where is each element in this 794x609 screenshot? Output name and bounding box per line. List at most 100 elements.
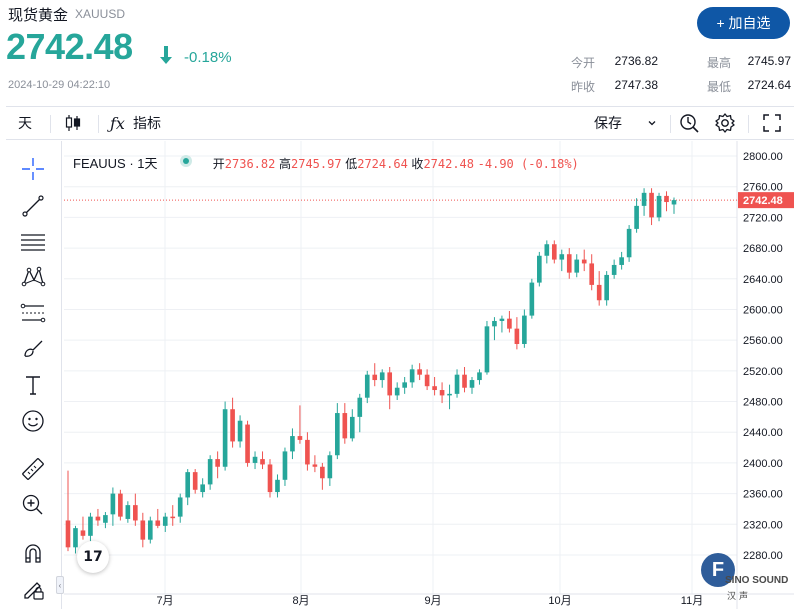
zoom-in-icon xyxy=(22,494,43,515)
candle-body xyxy=(537,255,542,283)
fullscreen-button[interactable] xyxy=(762,107,782,139)
candle-body xyxy=(544,244,550,256)
save-label: 保存 xyxy=(594,115,622,131)
indicators-button[interactable]: ƒx 指标 xyxy=(110,107,161,139)
text-tool[interactable] xyxy=(18,370,48,400)
y-tick-label: 2360.00 xyxy=(743,489,783,501)
candle-body xyxy=(664,195,669,203)
candle-body xyxy=(559,254,565,260)
y-tick-label: 2520.00 xyxy=(743,366,783,378)
settings-icon xyxy=(715,113,735,133)
candle-body xyxy=(634,205,639,229)
tradingview-logo[interactable]: 17 xyxy=(77,541,109,573)
candle-body xyxy=(566,254,572,273)
candle-body xyxy=(626,228,632,258)
prev-close-label: 昨收 xyxy=(571,80,596,94)
toolbar-divider xyxy=(50,115,51,133)
candle-body xyxy=(88,516,93,536)
legend-high-label: 高 xyxy=(278,157,291,171)
horizontal-lines-icon xyxy=(21,234,45,251)
toolbar-divider xyxy=(670,115,671,133)
save-button[interactable]: 保存 xyxy=(594,107,658,139)
candle-body xyxy=(656,195,662,218)
fx-icon: ƒx xyxy=(110,113,125,133)
crosshair-tool[interactable] xyxy=(18,154,48,184)
candle-body xyxy=(417,369,422,375)
alert-button[interactable] xyxy=(678,107,700,139)
candle-body xyxy=(469,380,475,388)
quote-timestamp: 2024-10-29 04:22:10 xyxy=(8,79,111,91)
candle-body xyxy=(522,315,527,344)
candle-body xyxy=(73,528,78,548)
candle-body xyxy=(192,472,198,490)
candle-type-icon xyxy=(65,115,81,131)
candle-type-button[interactable] xyxy=(64,107,82,139)
zoom-tool[interactable] xyxy=(18,490,48,520)
instrument-symbol: XAUUSD xyxy=(75,7,126,21)
settings-button[interactable] xyxy=(714,107,736,139)
legend-close-label: 收 xyxy=(411,157,424,171)
lock-pen-icon xyxy=(24,582,44,600)
crosshair-icon xyxy=(22,158,44,180)
candle-body xyxy=(327,455,333,479)
candle-body xyxy=(80,530,86,536)
watermark-text: SINO SOUND xyxy=(725,575,789,586)
x-tick-label: 7月 xyxy=(156,595,173,607)
candle-body xyxy=(237,420,243,442)
y-tick-label: 2560.00 xyxy=(743,335,783,347)
y-tick-label: 2800.00 xyxy=(743,151,783,163)
legend-change-value: -4.90 (-0.18%) xyxy=(477,157,579,171)
candle-body xyxy=(95,516,101,521)
watermark-subtext: 汉声 xyxy=(727,591,752,601)
candle-body xyxy=(155,520,161,526)
candle-body xyxy=(245,424,250,463)
brush-tool[interactable] xyxy=(18,334,48,364)
current-price: 2742.48 xyxy=(6,26,133,67)
chevron-down-icon xyxy=(648,121,656,126)
candle-body xyxy=(514,328,520,344)
trendline-tool[interactable] xyxy=(18,191,48,221)
toolbar-divider xyxy=(748,115,749,133)
candle-body xyxy=(492,320,497,327)
candle-body xyxy=(551,244,557,260)
candle-body xyxy=(125,505,131,519)
x-tick-label: 9月 xyxy=(424,595,441,607)
price-change-percent: -0.18% xyxy=(184,49,232,66)
candle-body xyxy=(103,515,108,523)
candle-body xyxy=(484,326,490,373)
candle-body xyxy=(230,409,235,442)
add-watchlist-button[interactable]: + 加自选 xyxy=(697,7,790,39)
candle-body xyxy=(290,436,295,452)
candle-body xyxy=(589,263,595,285)
candle-body xyxy=(118,493,123,517)
x-tick-label: 11月 xyxy=(681,595,703,607)
collapse-toolbar-button[interactable]: ‹ xyxy=(56,576,64,594)
candle-body xyxy=(424,374,430,387)
candle-body xyxy=(596,284,602,301)
y-tick-label: 2760.00 xyxy=(743,182,783,194)
y-tick-label: 2320.00 xyxy=(743,519,783,531)
low-label: 最低 xyxy=(707,80,732,94)
y-tick-label: 2480.00 xyxy=(743,397,783,409)
lock-drawing-tool[interactable] xyxy=(18,574,48,604)
pattern-tool[interactable] xyxy=(18,262,48,292)
text-icon xyxy=(26,376,40,395)
interval-selector[interactable]: 天 xyxy=(18,115,32,131)
candle-body xyxy=(462,374,467,388)
magnet-tool[interactable] xyxy=(18,538,48,568)
candle-body xyxy=(394,387,400,396)
candle-body xyxy=(320,466,325,479)
brush-icon xyxy=(24,340,43,357)
trendline-icon xyxy=(22,195,44,217)
candle-body xyxy=(611,264,617,275)
ruler-tool[interactable] xyxy=(18,454,48,484)
horizontal-lines-tool[interactable] xyxy=(18,227,48,257)
legend-open-label: 开 xyxy=(212,157,225,171)
legend-close-value: 2742.48 xyxy=(423,157,475,171)
y-tick-label: 2640.00 xyxy=(743,274,783,286)
measure-lines-tool[interactable] xyxy=(18,298,48,328)
emoji-tool[interactable] xyxy=(18,406,48,436)
candle-body xyxy=(170,516,176,519)
candle-body xyxy=(529,282,535,316)
